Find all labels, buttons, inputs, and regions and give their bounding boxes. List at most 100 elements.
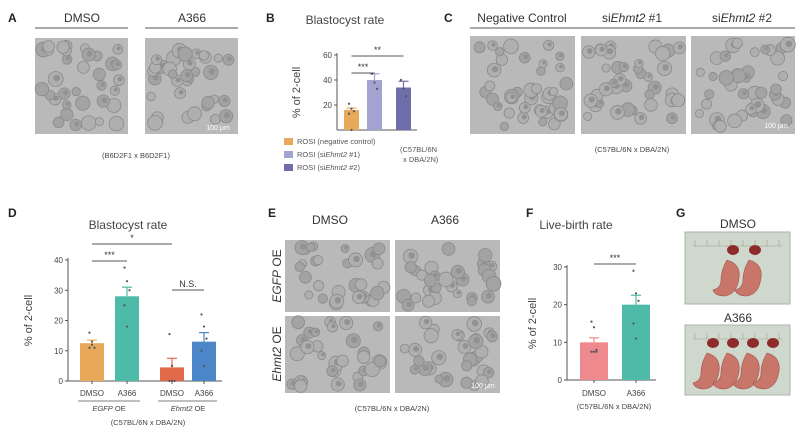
embryo-cell: [471, 319, 479, 327]
data-point: [399, 78, 403, 82]
data-point: [88, 331, 91, 334]
legend-swatch: [284, 151, 293, 158]
embryo: [601, 63, 611, 73]
embryo: [770, 83, 782, 95]
data-point: [637, 299, 640, 302]
embryo-cell: [618, 75, 624, 82]
embryo-cell: [101, 97, 108, 103]
embryo-cell: [335, 380, 342, 387]
y-tick-label: 30: [54, 286, 63, 295]
legend-swatch: [284, 164, 293, 171]
embryo: [548, 117, 561, 131]
embryo-cell: [113, 87, 118, 92]
data-point: [205, 337, 208, 340]
placenta: [707, 338, 719, 348]
data-point: [125, 325, 129, 328]
pup: [732, 352, 760, 390]
embryo-cell: [224, 112, 231, 119]
embryo: [294, 379, 308, 393]
embryo-cell: [754, 101, 762, 108]
embryo: [460, 376, 473, 389]
embryo-cell: [314, 329, 319, 334]
embryo-cell: [487, 369, 492, 375]
embryo: [701, 98, 712, 110]
embryo-cell: [53, 74, 61, 82]
embryo: [644, 98, 658, 112]
embryo: [754, 86, 768, 99]
embryo: [289, 346, 305, 362]
label-part: Negative Control: [477, 11, 566, 25]
embryo-cell: [321, 352, 325, 357]
label-part: si: [712, 11, 721, 25]
embryo: [422, 294, 435, 308]
embryo-cell: [358, 381, 364, 387]
scale-bar-label: 100 μm: [206, 125, 230, 132]
panel-label-a: A: [8, 11, 17, 25]
embryo-cell: [344, 319, 351, 325]
header-a366: A366: [431, 213, 459, 227]
embryo-cell: [586, 48, 593, 54]
header-negative-control: Negative Control: [477, 11, 566, 25]
embryo-cell: [677, 44, 684, 50]
y-tick-label: 60: [323, 51, 332, 60]
micrograph-si-ehmt2-2: [691, 36, 796, 134]
embryo-cell: [785, 40, 793, 48]
row-label-ehmt2-oe: Ehmt2 OE: [270, 326, 284, 381]
embryo-cell: [607, 48, 614, 55]
label-part: ROSI (negative control): [297, 137, 376, 146]
embryo: [694, 108, 705, 118]
y-axis-label: % of 2-cell: [527, 298, 539, 349]
micrograph-egfp-dmso: [285, 240, 391, 312]
embryo-cell: [356, 293, 363, 300]
y-tick-label: 0: [59, 377, 64, 386]
data-point: [590, 350, 593, 353]
micrograph-negative-control: [470, 36, 575, 134]
y-tick-label: 40: [54, 256, 63, 265]
embryo-cell: [615, 108, 622, 115]
embryo-cell: [155, 56, 160, 61]
bar: [580, 342, 608, 380]
significance-label: *: [130, 233, 134, 243]
data-point: [592, 350, 596, 353]
embryo: [644, 89, 655, 100]
y-tick-label: 10: [553, 338, 562, 347]
panel-e: DMSO A366 EGFP OE Ehmt2 OE 100 μm (C57BL…: [270, 213, 502, 413]
pup: [734, 259, 762, 297]
embryo-cell: [603, 85, 610, 92]
embryo-cell: [455, 331, 461, 337]
embryo-cell: [115, 61, 120, 67]
label-part: #1: [645, 11, 662, 25]
panel-c: Negative Control siEhmt2 #1 siEhmt2 #2 100…: [470, 11, 796, 154]
data-point: [352, 110, 356, 113]
embryo-cell: [413, 345, 420, 352]
embryo: [499, 121, 510, 131]
embryo: [77, 61, 90, 74]
data-point: [347, 112, 351, 115]
header-dmso: DMSO: [720, 217, 756, 231]
data-point: [632, 269, 635, 272]
data-point: [170, 364, 174, 367]
embryo: [718, 70, 735, 86]
chart-d: Blastocyst rate % of 2-cell 0 10 20 30 40 DMSO A…: [23, 218, 222, 398]
panel-label-e: E: [268, 206, 276, 220]
pup: [712, 352, 740, 390]
embryo: [317, 293, 328, 304]
y-tick-label: 10: [54, 347, 63, 356]
data-point: [634, 337, 638, 340]
micrograph-ehmt2-a366: [395, 315, 500, 393]
data-point: [168, 379, 171, 383]
panel-label-c: C: [444, 11, 453, 25]
embryo: [410, 292, 422, 304]
data-point: [347, 102, 351, 105]
label-part: #2: [755, 11, 772, 25]
embryo: [495, 47, 505, 57]
embryo-cell: [423, 318, 430, 325]
embryo-cell: [496, 103, 501, 108]
embryo-cell: [456, 290, 461, 295]
embryo: [485, 276, 502, 292]
embryo: [731, 37, 743, 49]
label-part: Ehmt2: [611, 11, 646, 25]
data-point: [93, 346, 96, 349]
significance-label: ***: [610, 253, 621, 263]
embryo-cell: [305, 343, 312, 350]
